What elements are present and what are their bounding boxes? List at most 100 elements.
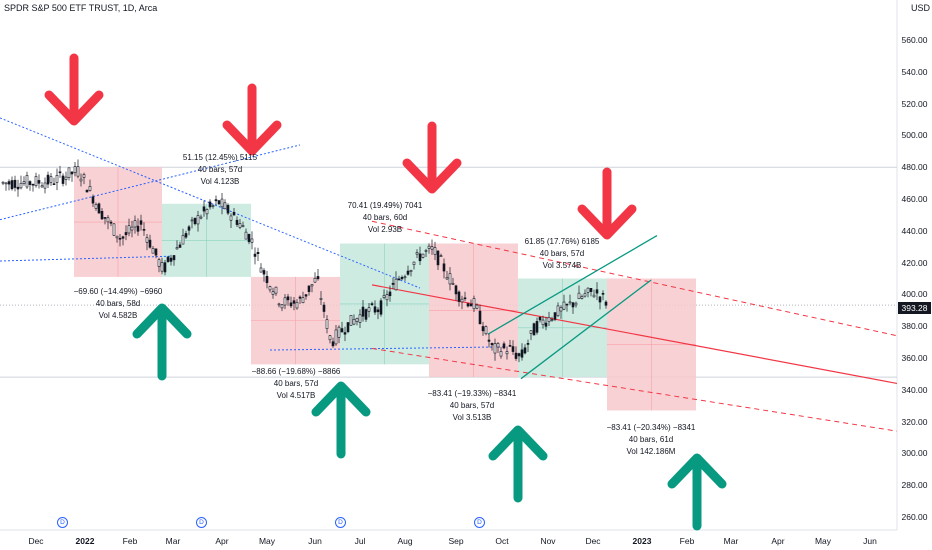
candle-body: [379, 300, 383, 315]
candle-body: [595, 289, 599, 294]
dividend-marker[interactable]: D: [196, 517, 207, 528]
time-tick-label: Aug: [397, 536, 413, 546]
candle-body: [79, 178, 83, 182]
down-arrow-icon-head: [222, 120, 282, 156]
candle-body: [466, 303, 470, 307]
candle-body: [409, 270, 413, 272]
candle-body: [160, 262, 164, 272]
candle-body: [304, 294, 308, 297]
candle-body: [499, 351, 503, 357]
candle-body: [25, 175, 29, 188]
candle-body: [490, 343, 494, 346]
candle-body: [475, 304, 479, 309]
candle-body: [511, 346, 515, 352]
time-tick-label: Jul: [354, 536, 366, 546]
up-arrow-icon-head: [488, 425, 548, 461]
candle-body: [388, 291, 392, 297]
candle-body: [262, 270, 266, 275]
candle-body: [37, 180, 41, 184]
candle-body: [469, 303, 473, 307]
down-arrow-icon-head: [402, 158, 462, 194]
candle-body: [286, 296, 290, 301]
time-tick-label: Jun: [863, 536, 877, 546]
candle-body: [19, 182, 23, 189]
candle-body: [592, 294, 596, 298]
candle-body: [58, 171, 62, 174]
candle-body: [358, 314, 362, 323]
candle-body: [280, 304, 284, 309]
time-tick-label: May: [814, 536, 832, 546]
candle-body: [157, 259, 161, 267]
candle-body: [334, 329, 338, 345]
candle-body: [418, 253, 422, 262]
candle-body: [118, 237, 122, 240]
candle-body: [328, 335, 332, 341]
candle-body: [340, 328, 344, 333]
candle-body: [130, 226, 134, 231]
candle-body: [589, 288, 593, 292]
candle-body: [34, 176, 38, 187]
candle-body: [526, 343, 530, 345]
candle-body: [181, 235, 185, 245]
candle-body: [43, 182, 47, 189]
chart-title: SPDR S&P 500 ETF TRUST, 1D, Arca: [4, 3, 158, 13]
candle-body: [187, 226, 191, 231]
candle-body: [460, 298, 464, 303]
candle-body: [169, 257, 173, 262]
candle-body: [565, 303, 569, 306]
candle-body: [106, 217, 110, 223]
candle-body: [202, 206, 206, 212]
wedge-upper-line: [487, 235, 658, 335]
candle-body: [310, 284, 314, 287]
dividend-marker[interactable]: D: [474, 517, 485, 528]
candle-body: [424, 250, 428, 252]
candle-body: [427, 245, 431, 249]
candle-body: [382, 295, 386, 298]
measure-label-down-3: −83.41 (−19.33%) −8341 40 bars, 57d Vol 3.…: [427, 389, 517, 422]
price-tick-label: 340.00: [901, 384, 928, 395]
candle-body: [364, 309, 368, 320]
candle-body: [151, 248, 155, 254]
candle-body: [139, 220, 143, 225]
candle-body: [10, 180, 14, 190]
candle-body: [319, 297, 323, 300]
measure-label-up-3: 61.85 (17.76%) 6185 40 bars, 57d Vol 3.574…: [524, 237, 600, 270]
dividend-marker[interactable]: D: [335, 517, 346, 528]
candle-body: [211, 205, 215, 207]
candle-body: [373, 306, 377, 313]
dividend-marker[interactable]: D: [57, 517, 68, 528]
candle-body: [235, 219, 239, 225]
candle-body: [193, 217, 197, 225]
candle-body: [55, 175, 59, 183]
candle-body: [598, 296, 602, 303]
dotted-trendline: [0, 255, 171, 262]
candle-body: [124, 232, 128, 236]
candle-body: [601, 293, 605, 295]
candle-body: [391, 282, 395, 285]
candle-body: [415, 252, 419, 255]
time-tick-label: 2023: [632, 536, 652, 546]
candle-body: [529, 330, 533, 334]
price-tick-label: 420.00: [901, 257, 928, 268]
price-tick-label: 440.00: [901, 225, 928, 236]
candle-body: [229, 215, 233, 221]
candle-body: [439, 255, 443, 257]
price-tick-label: 280.00: [901, 480, 928, 491]
candle-body: [268, 286, 272, 291]
candle-body: [577, 292, 581, 300]
candle-body: [7, 181, 11, 185]
candle-body: [217, 200, 221, 205]
candle-body: [115, 235, 119, 239]
candle-body: [247, 234, 251, 243]
candle-body: [196, 215, 200, 225]
candle-body: [241, 225, 245, 227]
candle-body: [553, 312, 557, 320]
candle-body: [295, 302, 299, 309]
candle-body: [223, 202, 227, 210]
candle-body: [406, 270, 410, 275]
candle-body: [94, 204, 98, 209]
measure-label-up-1: 51.15 (12.45%) 5115 40 bars, 57d Vol 4.123…: [182, 153, 258, 186]
candle-body: [28, 181, 32, 185]
wedge-lower-line: [520, 279, 652, 380]
